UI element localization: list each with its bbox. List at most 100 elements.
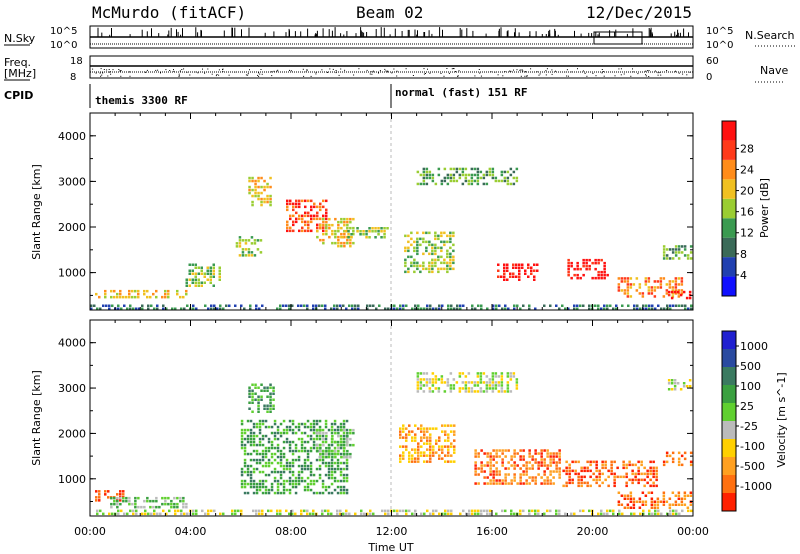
velocity-cell (213, 509, 216, 513)
power-cell (116, 292, 119, 296)
velocity-cell (606, 509, 609, 513)
velocity-cell (500, 384, 504, 387)
velocity-cell (480, 461, 483, 464)
power-cell (95, 292, 98, 296)
power-cell (576, 261, 579, 265)
power-cell (254, 194, 257, 198)
velocity-cell (339, 470, 343, 474)
velocity-cell (617, 503, 621, 506)
velocity-cell (447, 424, 450, 427)
power-cell (638, 286, 642, 289)
power-cell (585, 267, 588, 271)
power-cell (497, 263, 500, 266)
velocity-cell (255, 485, 259, 489)
velocity-cell (318, 434, 322, 438)
velocity-cell (419, 381, 423, 384)
power-cell (197, 281, 200, 284)
power-cell (304, 199, 307, 203)
velocity-cell (565, 481, 568, 485)
power-cell (509, 167, 513, 171)
velocity-cell (324, 509, 327, 513)
power-cell (286, 220, 289, 224)
velocity-cell (107, 496, 110, 499)
velocity-cell (474, 470, 477, 473)
velocity-cell (588, 509, 591, 513)
velocity-cell (438, 436, 441, 439)
power-cell (212, 275, 215, 278)
velocity-cell (288, 491, 292, 495)
velocity-cell (565, 472, 568, 476)
velocity-cell (342, 467, 346, 471)
velocity-cell (577, 460, 580, 464)
power-cell (438, 307, 441, 310)
velocity-cell (555, 509, 558, 513)
power-cell (653, 289, 657, 292)
velocity-colorbar-label: Velocity [m s^-1] (775, 372, 788, 467)
power-cell (632, 283, 636, 286)
power-cell (449, 258, 452, 262)
velocity-cell (580, 475, 583, 479)
velocity-cell (155, 505, 158, 509)
velocity-cell (453, 430, 456, 433)
velocity-cell (303, 446, 307, 450)
velocity-cell (631, 463, 634, 467)
power-cell (266, 182, 269, 186)
velocity-cell (276, 512, 279, 516)
velocity-cell (417, 451, 420, 454)
velocity-cell (438, 448, 441, 451)
velocity-cell (665, 500, 669, 503)
velocity-cell (628, 478, 631, 482)
velocity-cell (402, 424, 405, 427)
velocity-cell (525, 470, 528, 473)
velocity-cell (264, 491, 268, 495)
nsky-label: N.Sky (4, 32, 36, 45)
velocity-cell (249, 431, 253, 435)
velocity-cell (568, 469, 571, 473)
velocity-cell (589, 484, 592, 488)
velocity-cell (342, 440, 346, 444)
power-cell (437, 258, 440, 262)
velocity-cell (279, 458, 283, 462)
velocity-cell (540, 449, 543, 452)
velocity-cell (592, 460, 595, 464)
power-cell (425, 173, 429, 177)
velocity-cell (402, 509, 405, 513)
velocity-cell (679, 388, 683, 391)
velocity-cell (167, 502, 170, 506)
power-cell (503, 272, 506, 275)
velocity-cell (613, 481, 616, 485)
velocity-cell (273, 470, 277, 474)
velocity-cell (312, 443, 316, 447)
power-cell (212, 272, 215, 275)
velocity-cell (318, 467, 322, 471)
velocity-cell (489, 509, 492, 513)
velocity-cell (480, 449, 483, 452)
velocity-cell (339, 452, 343, 456)
velocity-cell (340, 443, 343, 447)
power-cell (176, 292, 179, 296)
power-cell (167, 295, 170, 299)
velocity-cell (450, 430, 453, 433)
velocity-cell (349, 428, 352, 432)
power-cell (111, 304, 114, 307)
velocity-cell (144, 509, 147, 513)
power-cell (218, 272, 221, 275)
power-cell (470, 176, 474, 180)
velocity-cell (495, 512, 498, 516)
power-cell (434, 261, 437, 265)
velocity-cell (294, 476, 298, 480)
velocity-cell (161, 502, 164, 506)
power-cell (674, 277, 678, 280)
power-cell (452, 255, 455, 259)
velocity-cell (266, 410, 269, 413)
velocity-cell (309, 482, 313, 486)
velocity-cell (309, 422, 313, 426)
velocity-cell (674, 503, 678, 506)
velocity-cell (246, 437, 250, 441)
velocity-cell (651, 512, 654, 516)
power-cell (666, 307, 669, 310)
velocity-cell (657, 512, 660, 516)
power-cell (150, 304, 153, 307)
power-cell (684, 304, 687, 307)
power-cell (425, 167, 429, 171)
